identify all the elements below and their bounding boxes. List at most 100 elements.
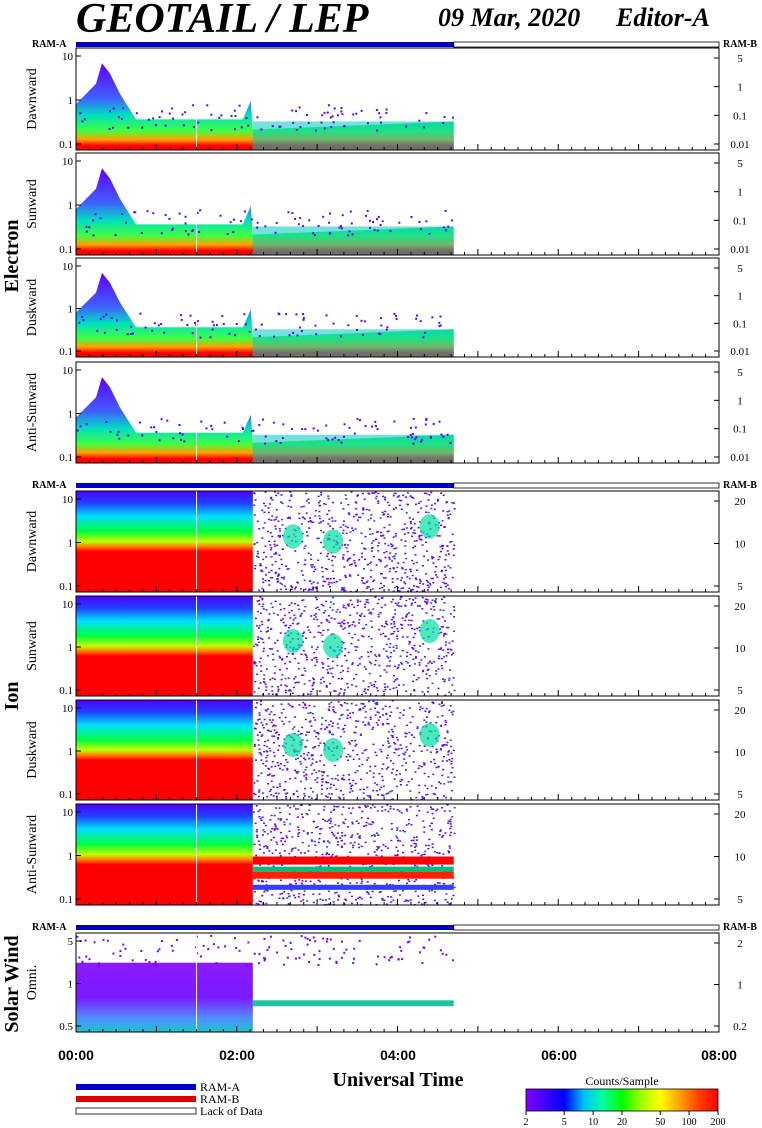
speckle bbox=[252, 645, 255, 648]
speckle bbox=[366, 688, 369, 691]
speckle bbox=[270, 547, 273, 549]
speckle bbox=[418, 809, 421, 812]
speckle bbox=[346, 603, 349, 606]
speckle bbox=[443, 526, 446, 528]
speckle bbox=[418, 534, 421, 537]
speckle bbox=[300, 882, 303, 884]
speckle bbox=[380, 849, 383, 852]
speckle bbox=[377, 711, 380, 714]
speckle bbox=[200, 955, 203, 958]
speckle bbox=[430, 785, 433, 787]
speckle bbox=[416, 805, 419, 807]
speckle bbox=[258, 714, 261, 716]
speckle bbox=[261, 623, 264, 626]
speckle bbox=[264, 545, 267, 547]
speckle bbox=[326, 937, 329, 940]
speckle bbox=[409, 790, 412, 792]
speckle bbox=[420, 765, 423, 768]
speckle bbox=[329, 731, 332, 733]
speckle bbox=[422, 762, 425, 764]
speckle bbox=[369, 807, 372, 809]
speckle bbox=[421, 961, 424, 964]
speckle bbox=[331, 555, 334, 557]
speckle bbox=[414, 650, 417, 652]
speckle bbox=[256, 541, 259, 544]
speckle bbox=[432, 562, 435, 564]
speckle bbox=[388, 660, 391, 662]
speckle bbox=[412, 442, 415, 445]
speckle bbox=[378, 628, 381, 631]
speckle bbox=[443, 574, 446, 576]
speckle bbox=[330, 783, 333, 786]
speckle bbox=[267, 693, 270, 695]
speckle bbox=[260, 721, 263, 724]
speckle bbox=[365, 508, 368, 511]
speckle bbox=[340, 502, 343, 504]
speckle bbox=[273, 672, 276, 674]
speckle bbox=[261, 895, 264, 897]
left-tick-label: 0.1 bbox=[59, 685, 73, 697]
speckle bbox=[440, 492, 443, 494]
right-tick-label: 5 bbox=[737, 894, 743, 906]
speckle bbox=[443, 116, 446, 119]
speckle bbox=[281, 720, 284, 723]
speckle bbox=[308, 809, 311, 812]
speckle bbox=[401, 663, 404, 665]
speckle bbox=[438, 703, 441, 705]
speckle bbox=[444, 576, 447, 579]
speckle bbox=[299, 326, 302, 329]
speckle bbox=[379, 612, 382, 614]
speckle bbox=[281, 583, 284, 586]
speckle bbox=[88, 958, 91, 961]
speckle bbox=[431, 846, 434, 849]
speckle bbox=[339, 671, 342, 674]
speckle bbox=[340, 110, 343, 113]
speckle bbox=[351, 663, 354, 666]
speckle bbox=[311, 758, 314, 760]
speckle bbox=[435, 902, 438, 904]
speckle bbox=[406, 882, 409, 885]
speckle bbox=[373, 683, 376, 686]
speckle bbox=[413, 842, 416, 845]
ram-a-label-solar-wind: RAM-A bbox=[32, 922, 67, 933]
speckle bbox=[127, 126, 130, 129]
speckle bbox=[395, 547, 398, 549]
speckle bbox=[372, 821, 375, 824]
speckle bbox=[386, 623, 389, 626]
ion-flux-region bbox=[76, 700, 253, 800]
speckle bbox=[328, 703, 331, 705]
speckle bbox=[366, 786, 369, 789]
speckle bbox=[270, 839, 273, 841]
speckle bbox=[308, 731, 311, 733]
speckle bbox=[342, 774, 345, 777]
speckle bbox=[330, 831, 333, 834]
speckle bbox=[380, 573, 383, 575]
speckle bbox=[418, 784, 421, 787]
speckle bbox=[448, 903, 451, 905]
speckle bbox=[281, 769, 284, 771]
speckle bbox=[320, 723, 323, 726]
speckle bbox=[409, 653, 412, 656]
speckle bbox=[425, 794, 428, 796]
speckle bbox=[360, 319, 363, 322]
speckle bbox=[431, 599, 434, 601]
speckle bbox=[387, 589, 390, 591]
spectrogram-data bbox=[76, 491, 456, 592]
speckle bbox=[436, 716, 439, 718]
speckle bbox=[261, 724, 264, 726]
speckle bbox=[377, 542, 380, 544]
speckle bbox=[376, 701, 379, 704]
speckle bbox=[366, 580, 369, 582]
speckle bbox=[444, 737, 447, 739]
speckle bbox=[355, 328, 358, 331]
speckle bbox=[376, 602, 379, 605]
speckle bbox=[439, 648, 442, 650]
speckle bbox=[432, 701, 435, 704]
legend-swatch-ram-a bbox=[76, 1084, 196, 1090]
speckle bbox=[410, 602, 413, 605]
speckle bbox=[326, 840, 329, 842]
speckle bbox=[353, 432, 356, 435]
speckle bbox=[264, 574, 267, 576]
speckle bbox=[423, 853, 426, 855]
speckle bbox=[419, 582, 422, 585]
